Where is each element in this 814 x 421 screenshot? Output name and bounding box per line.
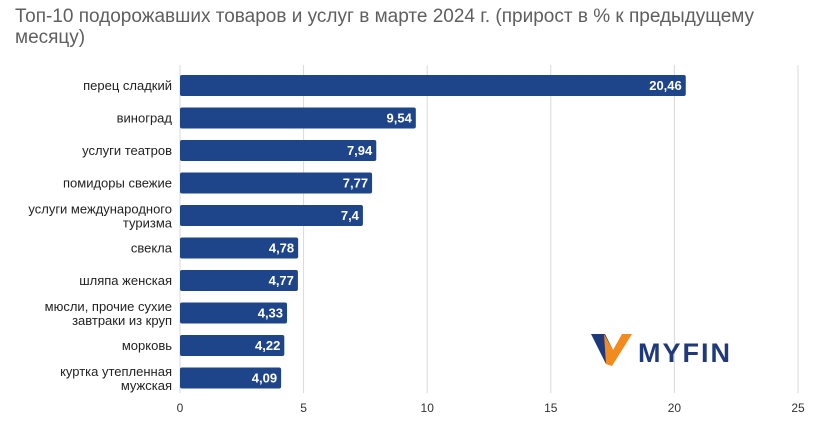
category-label: куртка утепленная: [60, 364, 172, 379]
x-axis-ticks: 0 5 10 15 20 25: [177, 401, 805, 415]
x-tick-label: 0: [177, 401, 184, 415]
bar-value-label: 4,33: [258, 306, 283, 321]
bar: [180, 205, 363, 226]
category-label: свекла: [131, 241, 173, 256]
bar: [180, 302, 288, 324]
category-label: мужская: [121, 378, 172, 393]
myfin-logo: MYFIN: [591, 334, 732, 368]
bar: [180, 367, 282, 389]
chart-title: Топ-10 подорожавших товаров и услуг в ма…: [15, 6, 755, 48]
bar: [180, 237, 299, 259]
bars: 20,46 9,54 7,94 7,77 7,4 4,78 4,77 4,33 4,22 4,09: [180, 75, 686, 389]
bar-value-label: 4,77: [269, 273, 294, 288]
category-label: услуги театров: [82, 143, 172, 158]
bar-value-label: 7,94: [347, 143, 373, 158]
bar: [180, 75, 686, 96]
x-tick-label: 15: [544, 401, 558, 415]
x-tick-label: 25: [791, 401, 805, 415]
x-tick-label: 10: [421, 401, 435, 415]
category-label: виноград: [117, 111, 173, 126]
category-label: туризма: [123, 216, 173, 231]
bar-value-label: 20,46: [649, 78, 682, 93]
bar-value-label: 7,77: [343, 176, 368, 191]
bar: [180, 107, 416, 129]
bar-value-label: 4,78: [269, 241, 294, 256]
x-tick-label: 5: [300, 401, 307, 415]
bar: [180, 335, 285, 356]
bar-value-label: 4,09: [252, 371, 277, 386]
category-label: помидоры свежие: [63, 176, 172, 191]
bar-value-label: 9,54: [387, 111, 413, 126]
category-label: услуги международного: [28, 202, 172, 217]
x-tick-label: 20: [668, 401, 682, 415]
bar: [180, 140, 377, 161]
bar-value-label: 7,4: [341, 208, 360, 223]
category-labels: перец сладкий виноград услуги театров помид…: [28, 78, 172, 393]
logo-text: MYFIN: [638, 338, 732, 368]
category-label: мюсли, прочие сухие: [45, 299, 172, 314]
category-label: завтраки из круп: [72, 313, 172, 328]
bar: [180, 172, 373, 194]
logo-mark-orange: [604, 334, 632, 366]
category-label: перец сладкий: [83, 78, 172, 93]
bar: [180, 270, 298, 291]
category-label: шляпа женская: [79, 273, 172, 288]
category-label: морковь: [122, 338, 172, 353]
bar-value-label: 4,22: [255, 338, 280, 353]
